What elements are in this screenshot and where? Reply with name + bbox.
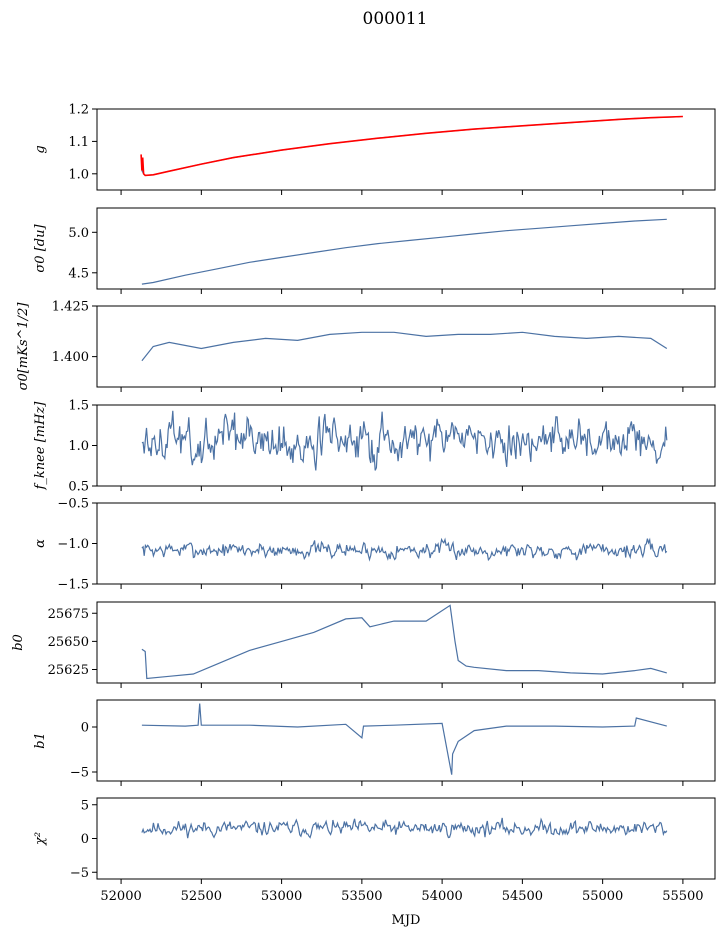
y-tick-label: 5 xyxy=(81,798,89,813)
plot-frame xyxy=(96,797,716,880)
y-tick-label: 5.0 xyxy=(68,226,89,241)
y-tick-label: −5 xyxy=(70,866,89,881)
y-tick-label: 1.1 xyxy=(68,135,89,150)
y-axis-label: b0 xyxy=(11,634,26,651)
panel-1: 1.0 1.1 1.2 g xyxy=(33,103,716,195)
x-tick-label: 55500 xyxy=(662,889,703,904)
y-tick-label: 1.400 xyxy=(52,350,89,365)
y-tick-label: −5 xyxy=(70,766,89,781)
y-tick-label: 0 xyxy=(81,721,89,736)
y-tick-label: 25625 xyxy=(48,663,89,678)
y-tick-label: −1.5 xyxy=(57,578,89,593)
series-line xyxy=(141,703,667,775)
panel-4: 0.5 1.0 1.5 f_knee [mHz] xyxy=(33,399,716,495)
y-tick-label: 1.5 xyxy=(68,399,89,414)
y-tick-label: 1.0 xyxy=(68,439,89,454)
panel-6: 25625 25650 25675 b0 xyxy=(11,601,716,688)
y-tick-label: −0.5 xyxy=(57,497,89,512)
x-tick-label: 52500 xyxy=(181,889,222,904)
x-tick-label: 53500 xyxy=(341,889,382,904)
y-tick-label: 25650 xyxy=(48,635,89,650)
y-tick-label: 1.2 xyxy=(68,103,89,118)
fit-series-line xyxy=(140,115,683,177)
panel-5: −1.5 −1.0 −0.5 α xyxy=(33,497,716,593)
series-line xyxy=(141,604,667,680)
panel-8: 52000 52500 53000 53500 54000 54500 55000 55500… xyxy=(33,797,716,904)
series-line xyxy=(141,817,668,839)
series-line xyxy=(141,537,668,562)
y-tick-label: 25675 xyxy=(48,607,89,622)
y-axis-label: α xyxy=(33,539,48,548)
series-line xyxy=(141,410,668,471)
y-axis-label: χ² xyxy=(33,832,48,846)
y-tick-label: 1.425 xyxy=(52,300,89,315)
x-tick-label: 55000 xyxy=(582,889,623,904)
panels: 1.0 1.1 1.2 g 4.5 5.0 σ0 [du] 1.400 1.425 σ0[mKs^… xyxy=(11,103,716,904)
x-tick-label: 54000 xyxy=(421,889,462,904)
y-axis-label: g xyxy=(33,145,48,153)
figure-title: 000011 xyxy=(363,9,428,29)
x-axis-label: MJD xyxy=(392,913,421,928)
x-tick-label: 52000 xyxy=(100,889,141,904)
series-line xyxy=(141,116,680,177)
panel-3: 1.400 1.425 σ0[mKs^1/2] xyxy=(16,300,716,392)
panel-7: −5 0 b1 xyxy=(33,699,716,786)
plot-frame xyxy=(96,601,716,684)
y-tick-label: 1.0 xyxy=(68,167,89,182)
panel-2: 4.5 5.0 σ0 [du] xyxy=(33,207,716,294)
y-axis-label: b1 xyxy=(33,732,48,749)
y-axis-label: σ0 [du] xyxy=(33,224,48,273)
plot-frame xyxy=(96,699,716,782)
plot-frame xyxy=(96,207,716,290)
plot-frame xyxy=(96,305,716,388)
x-tick-label: 53000 xyxy=(261,889,302,904)
series-line xyxy=(141,218,667,285)
y-axis-label: f_knee [mHz] xyxy=(33,401,48,491)
y-tick-label: 0.5 xyxy=(68,480,89,495)
x-tick-label: 54500 xyxy=(502,889,543,904)
plot-frame xyxy=(96,108,716,191)
y-tick-label: −1.0 xyxy=(57,537,89,552)
y-tick-label: 0 xyxy=(81,832,89,847)
y-tick-label: 4.5 xyxy=(68,266,89,281)
y-axis-label: σ0[mKs^1/2] xyxy=(16,302,31,391)
series-line xyxy=(141,331,668,362)
